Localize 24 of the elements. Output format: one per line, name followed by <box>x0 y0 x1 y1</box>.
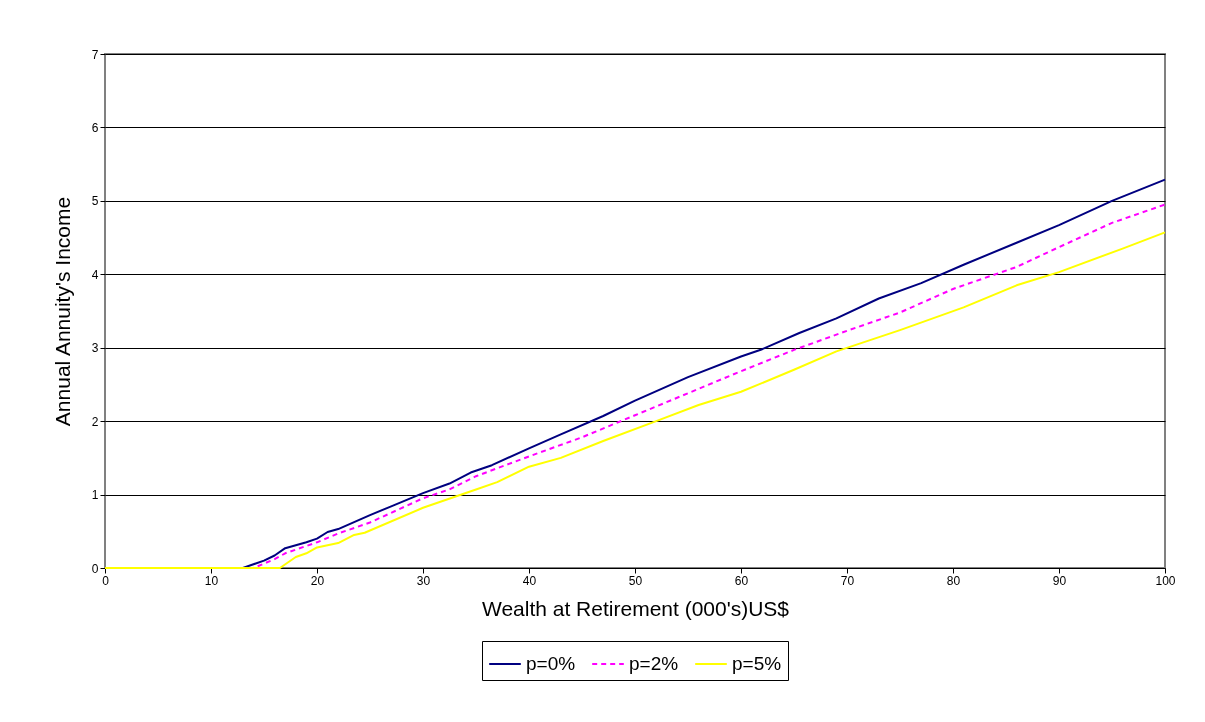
x-tick-label: 70 <box>840 573 855 588</box>
x-tick-label: 30 <box>416 573 431 588</box>
y-axis-title: Annual Annuity's Income <box>50 196 74 427</box>
legend-label: p=5% <box>732 653 782 674</box>
y-tick-label: 7 <box>91 47 99 62</box>
x-axis-title: Wealth at Retirement (000's)US$ <box>481 596 790 620</box>
y-tick-label: 3 <box>91 341 99 356</box>
x-tick-label: 90 <box>1052 573 1067 588</box>
x-tick-label: 10 <box>204 573 219 588</box>
y-tick-label: 1 <box>91 488 99 503</box>
legend-label: p=0% <box>526 653 576 674</box>
y-tick-label: 0 <box>91 561 99 576</box>
y-tick-label: 2 <box>91 414 99 429</box>
legend-label: p=2% <box>629 653 679 674</box>
y-tick-label: 5 <box>91 194 99 209</box>
x-tick-label: 20 <box>310 573 325 588</box>
x-tick-label: 100 <box>1155 573 1176 588</box>
x-tick-label: 50 <box>628 573 643 588</box>
x-tick-label: 0 <box>102 573 110 588</box>
x-tick-label: 60 <box>734 573 749 588</box>
y-tick-label: 4 <box>91 267 99 282</box>
x-tick-label: 40 <box>522 573 537 588</box>
y-tick-label: 6 <box>91 120 99 135</box>
x-tick-label: 80 <box>946 573 961 588</box>
